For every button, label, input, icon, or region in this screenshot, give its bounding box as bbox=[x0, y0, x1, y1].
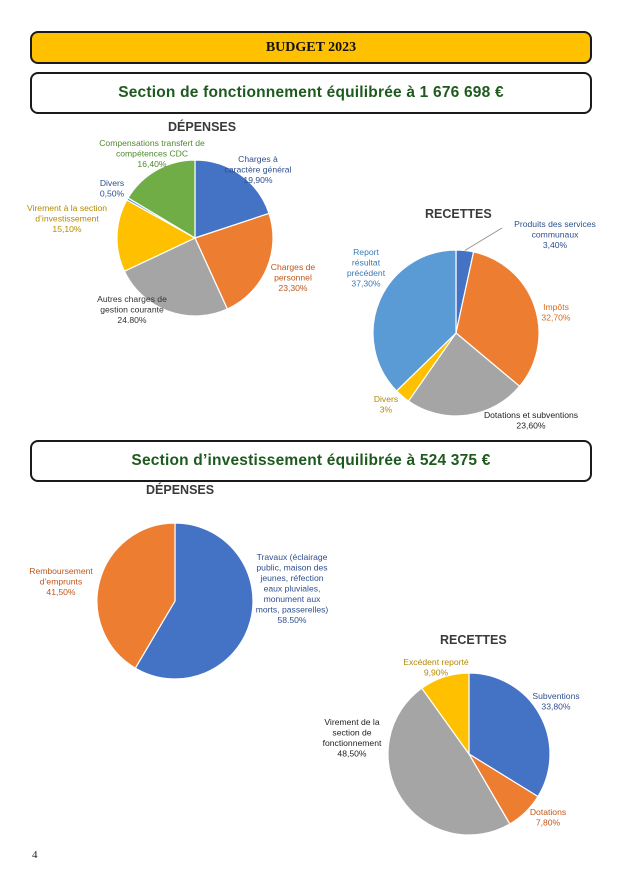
data-label-pct-depenses-fonct-0: 19,90% bbox=[243, 175, 273, 185]
data-label-depenses-invest-1: Remboursement d’emprunts 41,50% bbox=[29, 566, 93, 597]
investissement-section-title: Section d’investissement équilibrée à 52… bbox=[131, 452, 491, 469]
data-label-depenses-fonct-4: Divers 0,50% bbox=[100, 178, 125, 199]
data-label-pct-recettes-invest-0: 33,80% bbox=[541, 702, 571, 712]
data-label-recettes-fonct-2: Dotations et subventions 23,60% bbox=[484, 410, 578, 431]
data-label-recettes-invest-3: Excédent reporté 9,90% bbox=[403, 657, 469, 678]
pie-slice-recettes-fonct-1 bbox=[455, 251, 540, 388]
page-number: 4 bbox=[32, 849, 38, 861]
pie-slice-depenses-fonct-2 bbox=[123, 237, 229, 317]
data-label-pct-depenses-fonct-2: 24.80% bbox=[117, 315, 147, 325]
pie-slice-recettes-fonct-2 bbox=[407, 332, 521, 417]
data-label-pct-depenses-invest-1: 41,50% bbox=[46, 587, 76, 597]
data-label-depenses-fonct-2: Autres charges de gestion courante 24.80% bbox=[97, 294, 167, 325]
data-label-pct-recettes-fonct-3: 3% bbox=[380, 405, 393, 415]
data-label-pct-recettes-fonct-2: 23,60% bbox=[516, 421, 546, 431]
chart-title-depenses-fonctionnement: DÉPENSES bbox=[168, 120, 237, 134]
pie-slice-depenses-fonct-3 bbox=[116, 199, 197, 273]
data-label-pct-depenses-fonct-5: 16,40% bbox=[137, 159, 167, 169]
pie-slice-recettes-invest-2 bbox=[387, 687, 511, 836]
data-label-pct-recettes-invest-3: 9,90% bbox=[424, 668, 449, 678]
data-label-recettes-invest-0: Subventions 33,80% bbox=[532, 691, 579, 712]
pie-slice-depenses-invest-1 bbox=[96, 522, 176, 669]
data-label-recettes-invest-1: Dotations 7,80% bbox=[530, 807, 566, 828]
pie-recettes-fonct bbox=[372, 227, 540, 417]
data-label-pct-recettes-fonct-4: 37,30% bbox=[351, 279, 381, 289]
data-label-depenses-fonct-5: Compensations transfert de compétences CD… bbox=[99, 138, 205, 169]
pie-slice-depenses-invest-0 bbox=[134, 522, 254, 680]
investissement-section-banner: Section d’investissement équilibrée à 52… bbox=[30, 440, 592, 482]
pie-slice-recettes-invest-3 bbox=[420, 672, 470, 756]
budget-title: BUDGET 2023 bbox=[265, 40, 357, 55]
data-label-pct-recettes-invest-2: 48,50% bbox=[337, 749, 367, 759]
pie-slice-depenses-fonct-0 bbox=[194, 159, 270, 239]
budget-title-banner: BUDGET 2023 bbox=[30, 31, 592, 64]
pie-depenses-invest bbox=[96, 522, 254, 680]
chart-title-recettes-fonctionnement: RECETTES bbox=[425, 207, 492, 221]
leader-line-produits bbox=[464, 227, 503, 251]
pie-slice-depenses-fonct-5 bbox=[127, 159, 196, 240]
data-label-depenses-fonct-0: Charges à caractère général 19,90% bbox=[225, 154, 292, 185]
data-label-depenses-invest-0: Travaux (éclairage public, maison des jeun… bbox=[256, 552, 329, 625]
fonctionnement-section-title: Section de fonctionnement équilibrée à 1… bbox=[118, 84, 504, 101]
pie-slice-depenses-fonct-1 bbox=[194, 212, 274, 310]
data-label-pct-depenses-fonct-3: 15,10% bbox=[52, 224, 82, 234]
fonctionnement-section-banner: Section de fonctionnement équilibrée à 1… bbox=[30, 72, 592, 114]
data-label-recettes-fonct-3: Divers 3% bbox=[374, 394, 398, 415]
data-label-pct-recettes-fonct-0: 3,40% bbox=[543, 240, 568, 250]
data-label-pct-depenses-fonct-4: 0,50% bbox=[100, 189, 125, 199]
chart-title-recettes-investissement: RECETTES bbox=[440, 633, 507, 647]
data-label-recettes-fonct-1: Impôts 32,70% bbox=[541, 302, 571, 323]
data-label-recettes-invest-2: Virement de la section de fonctionnement 48… bbox=[323, 717, 382, 759]
pie-slice-recettes-fonct-4 bbox=[372, 249, 457, 392]
data-label-depenses-fonct-3: Virement à la section d’investissement 15,… bbox=[27, 203, 107, 234]
pie-recettes-invest bbox=[387, 672, 551, 836]
chart-title-depenses-investissement: DÉPENSES bbox=[146, 483, 215, 497]
data-label-recettes-fonct-4: Report résultat précédent 37,30% bbox=[347, 247, 386, 289]
data-label-pct-depenses-invest-0: 58.50% bbox=[277, 615, 307, 625]
data-label-pct-recettes-fonct-1: 32,70% bbox=[541, 313, 571, 323]
data-label-pct-depenses-fonct-1: 23,30% bbox=[278, 283, 308, 293]
pie-depenses-fonct bbox=[116, 159, 274, 317]
data-label-recettes-fonct-0: Produits des services communaux 3,40% bbox=[514, 219, 596, 250]
data-label-depenses-fonct-1: Charges de personnel 23,30% bbox=[271, 262, 316, 293]
data-label-pct-recettes-invest-1: 7,80% bbox=[536, 818, 561, 828]
pie-slice-recettes-invest-0 bbox=[468, 672, 551, 798]
